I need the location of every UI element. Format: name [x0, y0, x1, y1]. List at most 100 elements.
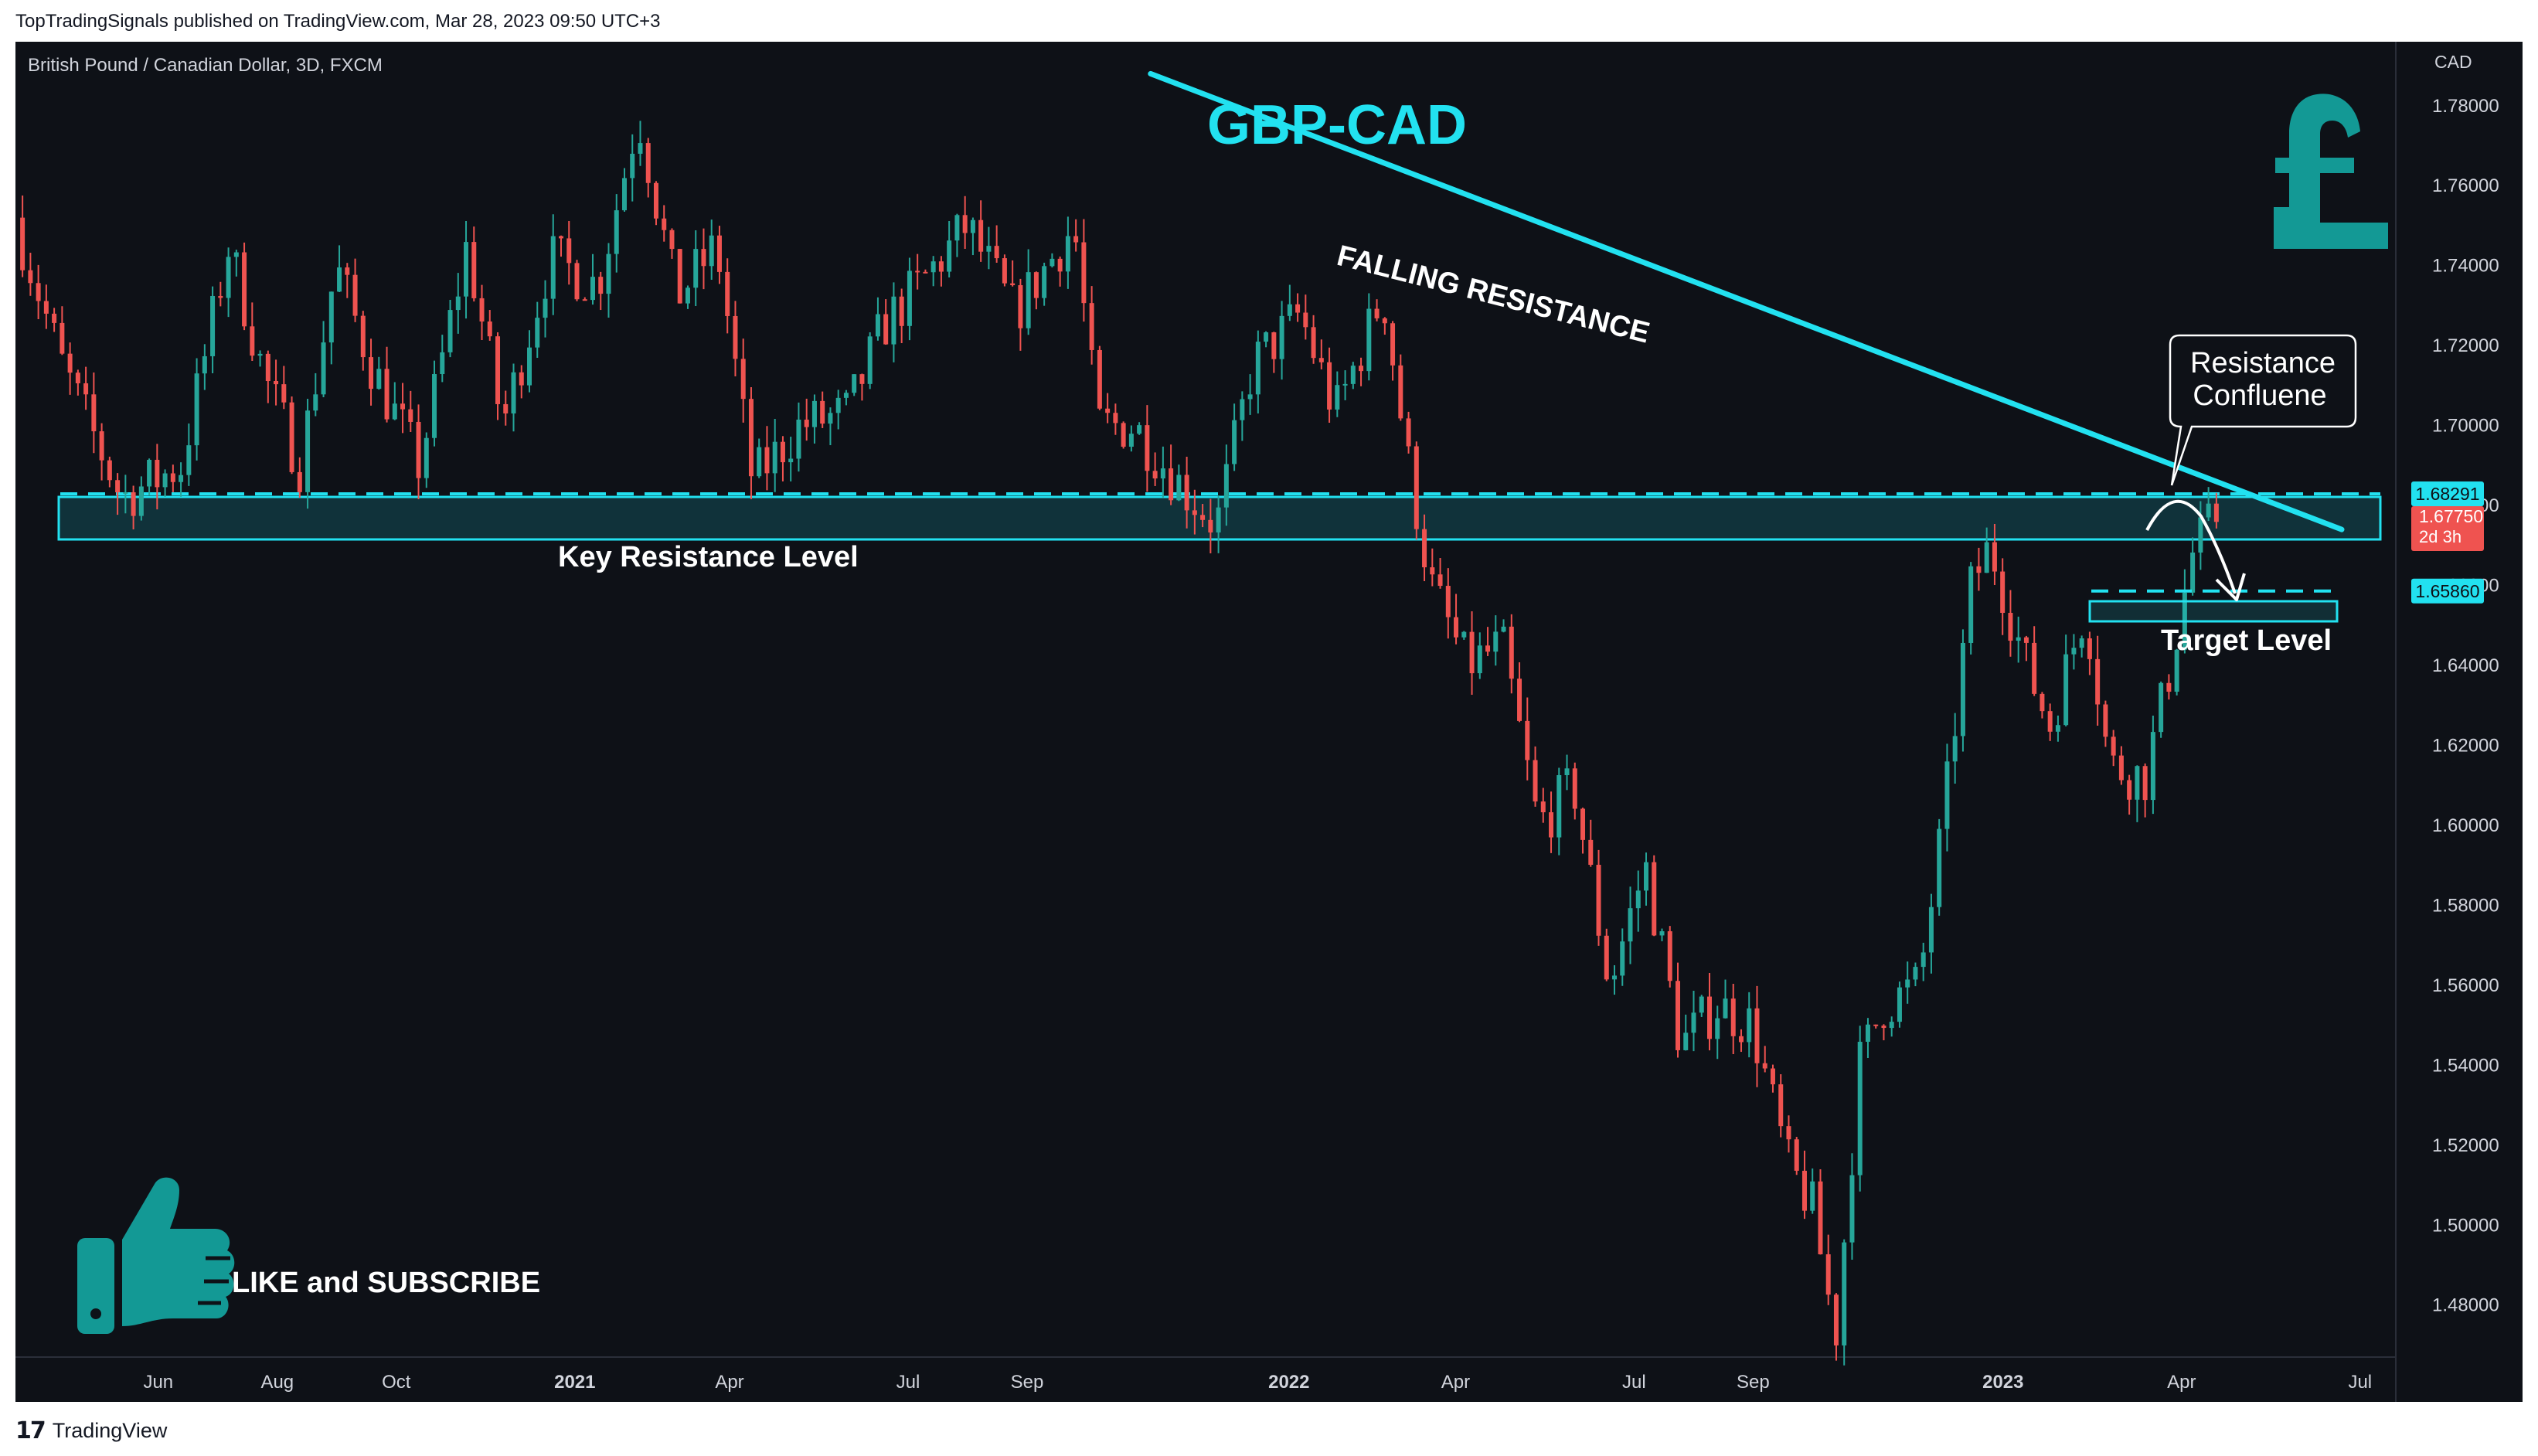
candle: [289, 396, 294, 475]
y-tick-label-2: 1.74000: [2432, 256, 2499, 277]
y-tick-label-0: 1.78000: [2432, 96, 2499, 117]
candle: [1240, 391, 1245, 441]
candle: [606, 243, 611, 318]
candle: [1747, 992, 1752, 1058]
candle: [1359, 357, 1364, 386]
candle: [1984, 527, 1989, 573]
candle: [1786, 1115, 1791, 1153]
candle: [487, 310, 492, 341]
tradingview-logo-icon: 17: [15, 1417, 46, 1444]
footer-brand[interactable]: 17 TradingView: [15, 1417, 167, 1444]
candle: [2079, 635, 2084, 658]
candle: [1588, 819, 1594, 867]
candle: [43, 284, 49, 329]
candle: [242, 242, 247, 331]
candle: [2000, 558, 2006, 635]
candle: [210, 286, 216, 373]
candle: [2159, 681, 2164, 738]
candle: [52, 308, 57, 332]
x-tick-label-9: Jul: [1622, 1372, 1646, 1393]
candle: [511, 363, 516, 432]
candle: [131, 485, 136, 529]
candle: [2198, 501, 2203, 570]
candle: [1279, 301, 1284, 380]
candle: [1596, 849, 1601, 946]
candle: [725, 258, 730, 334]
candle: [1897, 981, 1902, 1028]
candle: [138, 476, 144, 521]
candle: [1842, 1239, 1847, 1366]
candle: [2071, 634, 2077, 670]
target-level-label: Target Level: [2161, 624, 2332, 657]
candle: [1311, 315, 1316, 364]
candle: [1801, 1150, 1807, 1220]
candle: [162, 469, 168, 497]
candle: [432, 360, 437, 447]
candle: [479, 284, 485, 340]
candle: [1818, 1169, 1823, 1255]
candle: [1572, 762, 1577, 820]
candle: [233, 250, 239, 277]
candle: [1065, 216, 1070, 289]
symbol-info: British Pound / Canadian Dollar, 3D, FXC…: [28, 55, 383, 76]
candle: [1723, 979, 1728, 1019]
candle: [811, 394, 817, 444]
candle: [519, 365, 524, 399]
y-tick-label-7: 1.64000: [2432, 655, 2499, 676]
candle: [685, 285, 690, 309]
candle: [757, 438, 762, 478]
candle: [1604, 928, 1609, 981]
y-tick-label-12: 1.54000: [2432, 1055, 2499, 1076]
candle: [2023, 635, 2029, 662]
candle: [1057, 256, 1063, 287]
candle: [574, 260, 580, 301]
candle: [1113, 403, 1118, 435]
svg-text:2d 3h: 2d 3h: [2419, 527, 2461, 546]
candle: [820, 391, 825, 428]
candle: [1652, 855, 1657, 937]
candle: [1406, 411, 1411, 454]
candle: [1026, 249, 1031, 335]
candle: [376, 356, 382, 390]
time-axis[interactable]: Jun Aug Oct 2021 Apr Jul Sep 2022 Apr Jul Sep 2023 A…: [143, 1372, 2372, 1393]
candle: [2040, 692, 2045, 719]
candle: [2047, 703, 2053, 741]
candle: [328, 291, 334, 365]
candle: [471, 226, 477, 302]
pound-icon: [2274, 94, 2388, 249]
candle: [1422, 514, 1427, 582]
candle: [2008, 590, 2013, 657]
x-tick-label-10: Sep: [1737, 1372, 1770, 1393]
candle: [297, 457, 302, 498]
candle: [1937, 818, 1942, 916]
candle: [83, 366, 89, 410]
candle: [1042, 262, 1047, 306]
candle: [1564, 754, 1570, 791]
candle: [1825, 1234, 1831, 1305]
candle: [938, 256, 944, 287]
candle: [1445, 568, 1451, 639]
candle: [1264, 331, 1269, 348]
candle: [527, 330, 532, 393]
candle: [147, 458, 152, 495]
candle: [1390, 321, 1396, 381]
key-resistance-label: Key Resistance Level: [558, 541, 859, 573]
candle: [60, 306, 65, 355]
candle: [1635, 870, 1641, 932]
candle: [1145, 405, 1150, 492]
candle: [1509, 614, 1514, 694]
candle: [883, 299, 889, 345]
candle: [2190, 537, 2196, 596]
candle: [2206, 487, 2211, 522]
candle: [804, 398, 809, 441]
candle: [970, 217, 975, 256]
candle: [621, 168, 627, 212]
candle: [1644, 852, 1649, 906]
candle: [947, 220, 952, 277]
currency-label: CAD: [2434, 52, 2472, 72]
candle: [1469, 611, 1475, 695]
candle: [1540, 788, 1546, 823]
candle: [2087, 631, 2092, 675]
projection-arrow-head: [2215, 573, 2246, 601]
